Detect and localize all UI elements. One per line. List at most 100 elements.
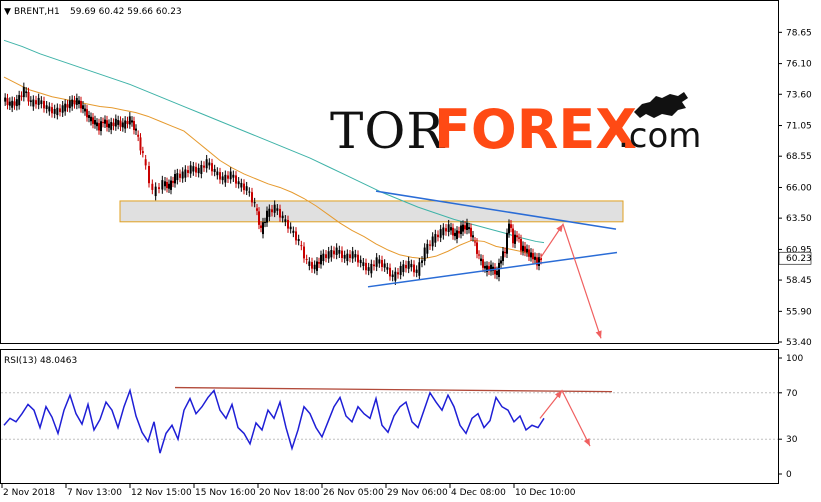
candle-body [131, 120, 133, 123]
candle-body [354, 254, 357, 258]
last-price-label: 60.23 [786, 254, 812, 264]
candle-body [232, 174, 235, 178]
candle-body [373, 264, 375, 267]
candle-body [514, 234, 516, 244]
candle-body [137, 134, 140, 137]
candle-body [40, 100, 43, 105]
candle-body [418, 262, 421, 276]
candle-body [227, 175, 229, 179]
candle-body [11, 100, 14, 108]
candle-body [528, 249, 530, 257]
candle-body [464, 225, 466, 230]
candle-body [370, 263, 373, 274]
candle-body [445, 228, 447, 232]
candle-body [526, 248, 528, 253]
lower-trendline [367, 251, 618, 288]
candle-body [273, 204, 276, 213]
candle-body [82, 105, 84, 109]
candle-body [32, 99, 35, 107]
candle-body [15, 99, 18, 107]
candle-body [181, 171, 184, 179]
candle-body [423, 247, 426, 262]
candle-body [386, 267, 389, 270]
price-axis: 78.65 76.10 73.60 71.05 68.55 66.00 63.50 60.95… [778, 28, 812, 348]
rsi-resistance-line [174, 386, 613, 393]
candle-body [415, 269, 418, 273]
candle-body [287, 219, 289, 229]
candle-body [174, 173, 176, 184]
candle-body [253, 202, 256, 204]
candle-body [61, 105, 64, 113]
candle-body [381, 260, 383, 267]
candle-body [43, 101, 45, 109]
candle-body [262, 222, 264, 235]
candle-body [429, 244, 431, 246]
candle-body [268, 208, 271, 217]
candle-body [148, 166, 150, 184]
time-tick-label: 26 Nov 05:00 [323, 488, 384, 498]
time-tick-label: 29 Nov 06:00 [387, 488, 448, 498]
candle-body [179, 173, 181, 178]
price-tick-label: 66.00 [786, 183, 812, 193]
candle-body [22, 86, 25, 98]
rsi-forecast-arrow-up [554, 390, 562, 399]
candle-body [362, 262, 365, 266]
candle-body [405, 264, 407, 269]
candle-body [258, 211, 260, 225]
candle-body [512, 228, 514, 244]
candle-body [442, 227, 445, 236]
candle-body [311, 262, 313, 269]
candle-body [410, 263, 413, 268]
candle-body [260, 225, 262, 228]
time-tick-label: 12 Nov 15:00 [131, 488, 192, 498]
candle-body [333, 250, 335, 255]
candle-body [240, 182, 243, 188]
candle-body [480, 258, 482, 262]
candle-body [144, 159, 147, 166]
candle-body [534, 256, 536, 260]
candle-body [338, 250, 341, 254]
candle-body [216, 171, 219, 176]
candle-body [351, 251, 354, 259]
candle-body [172, 181, 174, 183]
price-panel-frame [0, 0, 779, 344]
time-tick-label: 4 Dec 08:00 [451, 488, 506, 498]
candle-body [532, 253, 534, 260]
candle-body [243, 183, 245, 191]
time-tick-label: 10 Dec 10:00 [515, 488, 576, 498]
candle-body [219, 172, 221, 180]
logo-text-tor: TOR [330, 102, 445, 160]
chart-menu-arrow-icon[interactable]: ▼ [4, 7, 11, 17]
candle-body [20, 95, 23, 97]
candle-body [276, 208, 279, 211]
candle-body [135, 128, 137, 131]
candle-body [284, 219, 287, 222]
rsi-axis: 100 70 30 0 [778, 354, 803, 480]
price-tick-label: 71.05 [786, 122, 812, 132]
candle-body [90, 116, 92, 122]
last-price-tag [778, 251, 812, 265]
candle-body [164, 181, 166, 187]
candle-body [327, 251, 330, 259]
candle-body [313, 264, 316, 270]
candle-body [397, 272, 399, 275]
candle-body [25, 91, 28, 94]
candle-body [281, 215, 284, 219]
candle-body [530, 252, 532, 258]
price-tick-label: 55.90 [786, 307, 812, 317]
candle-body [279, 208, 281, 218]
price-tick-label: 53.40 [786, 338, 812, 348]
candle-body [431, 236, 434, 247]
candle-body [454, 232, 456, 237]
candle-body [98, 123, 100, 131]
candle-body [108, 123, 110, 128]
candle-body [71, 99, 74, 107]
candle-body [37, 97, 40, 105]
candle-body [187, 170, 189, 173]
candle-body [359, 259, 362, 264]
candle-body [128, 116, 131, 125]
price-tick-label: 63.50 [786, 214, 812, 224]
candle-body [478, 254, 480, 256]
candle-body [500, 260, 502, 264]
candle-body [45, 105, 48, 109]
